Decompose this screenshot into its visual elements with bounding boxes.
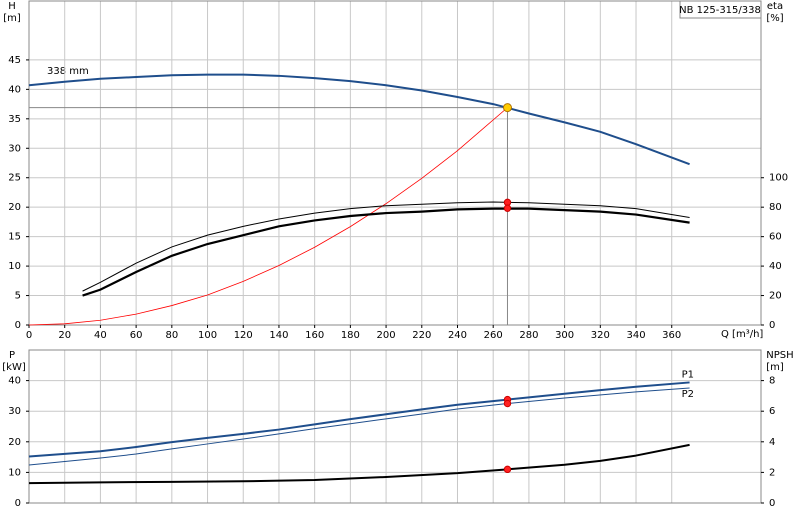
x-tick-label: 160 [305,330,324,341]
x-tick-label: 20 [58,330,71,341]
y2-tick-label: 0 [769,320,775,331]
plot-frame [28,0,762,326]
x-tick-label: 0 [26,330,32,341]
y2-tick-label: 8 [769,376,775,387]
curve [28,387,690,466]
x-tick-label: 340 [626,330,645,341]
curve [28,73,690,166]
curve [28,381,690,458]
y-tick-label: 5 [15,291,21,302]
plot-1: 0 10 20 30 40 0 2 4 6 8 P1 P2 [8,349,775,509]
y2-unit: [m] [766,362,784,373]
operating-point [502,103,512,113]
x-tick-label: 360 [662,330,681,341]
y2-tick-label: 100 [769,173,788,184]
y-tick-label: 25 [8,173,21,184]
y2-tick-label: 40 [769,261,782,272]
y-tick-label: 35 [8,114,21,125]
series-label: P1 [682,369,694,380]
plot-frame [28,349,762,504]
curve [82,201,690,292]
y-unit: [kW] [2,362,26,373]
y-tick-label: 20 [8,437,21,448]
x-tick-label: 180 [341,330,360,341]
y-tick-label: 30 [8,406,21,417]
chart-title: NB 125-315/338 [679,5,761,16]
y2-label: NPSH [766,350,793,361]
x-tick-label: 80 [165,330,178,341]
series-label: P2 [682,389,694,400]
y2-tick-label: 60 [769,232,782,243]
x-tick-label: 100 [198,330,217,341]
x-tick-label: 240 [448,330,467,341]
x-tick-label: 320 [591,330,610,341]
y2-label: eta [767,1,783,12]
title-box [679,0,762,19]
y-tick-label: 45 [8,55,21,66]
y-tick-label: 0 [15,498,21,509]
plot-0: 0 5 10 15 20 25 30 35 40 45 0 20 40 60 80 100 0 20 40 60 80 1… [8,0,788,341]
y-tick-label: 30 [8,143,21,154]
operating-point [503,204,512,212]
y2-tick-label: 4 [769,437,775,448]
y2-tick-label: 80 [769,202,782,213]
x-tick-label: 60 [130,330,143,341]
x-tick-label: 220 [412,330,431,341]
operating-point [503,465,512,474]
curve [28,443,690,485]
x-tick-label: 140 [269,330,288,341]
x-tick-label: 40 [94,330,107,341]
y-tick-label: 15 [8,232,21,243]
y2-tick-label: 0 [769,498,775,509]
y-tick-label: 40 [8,84,21,95]
x-tick-label: 300 [555,330,574,341]
y-label: H [8,1,16,12]
y2-tick-label: 6 [769,406,775,417]
curve [82,207,690,297]
y-label: P [9,350,15,361]
curve-annotation: 338 mm [47,66,89,77]
x-tick-label: 280 [519,330,538,341]
curve [28,107,508,326]
y2-unit: [%] [766,13,783,24]
y2-tick-label: 20 [769,291,782,302]
operating-point [503,399,512,408]
y2-tick-label: 2 [769,467,775,478]
y-tick-label: 10 [8,467,21,478]
y-tick-label: 20 [8,202,21,213]
y-unit: [m] [3,13,21,24]
y-tick-label: 10 [8,261,21,272]
y-tick-label: 0 [15,320,21,331]
y-tick-label: 40 [8,376,21,387]
x-tick-label: 120 [234,330,253,341]
x-tick-label: 260 [484,330,503,341]
x-label: Q [m³/h] [721,329,763,340]
x-tick-label: 200 [377,330,396,341]
